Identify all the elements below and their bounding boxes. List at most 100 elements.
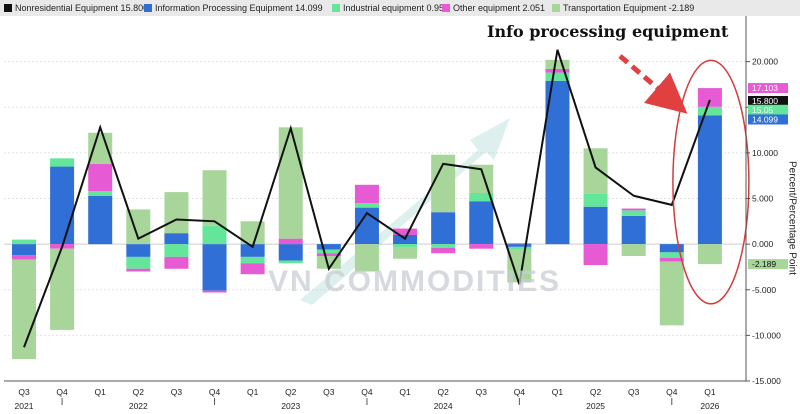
bar-segment — [278, 238, 303, 245]
bar-segment — [545, 80, 570, 245]
annotation-overlay — [618, 54, 750, 305]
legend-label: Other equipment 2.051 — [453, 3, 546, 13]
bar-segment — [469, 193, 494, 202]
bar-segment — [393, 228, 418, 235]
bar-segment — [621, 215, 646, 245]
bar-segment — [12, 244, 36, 256]
bar-segment — [583, 193, 608, 207]
x-tick-label: Q4 — [56, 387, 68, 397]
x-tick-label: Q1 — [704, 387, 716, 397]
bar-segment — [469, 244, 494, 249]
value-callout-label: 15.05 — [752, 105, 774, 115]
bar-segment — [621, 244, 646, 256]
legend-label: Transportation Equipment -2.189 — [563, 3, 695, 13]
y-tick-label: -5.000 — [752, 285, 776, 295]
x-tick-label: Q3 — [628, 387, 640, 397]
annotation-title: Info processing equipment — [487, 22, 729, 41]
legend-label: Nonresidential Equipment 15.800 — [15, 3, 149, 13]
y-tick-label: 10.000 — [752, 148, 778, 158]
x-tick-label: Q4 — [514, 387, 526, 397]
value-callout-label: 17.103 — [752, 83, 778, 93]
x-tick-label: Q1 — [247, 387, 259, 397]
bar-segment — [659, 257, 684, 262]
value-callout-box — [748, 83, 788, 94]
year-label: 2022 — [129, 401, 148, 411]
bars — [12, 59, 722, 360]
legend-label: Information Processing Equipment 14.099 — [155, 3, 323, 13]
bar-segment — [240, 244, 265, 257]
bar-segment — [583, 148, 608, 194]
bar-segment — [545, 72, 570, 81]
value-callout-label: 15.800 — [752, 96, 778, 106]
bar-segment — [697, 244, 722, 265]
bar-segment — [88, 195, 113, 245]
bar-segment — [659, 244, 684, 253]
bar-segment — [12, 255, 36, 260]
x-tick-label: Q3 — [323, 387, 335, 397]
bar-segment — [507, 244, 532, 247]
bar-segment — [240, 263, 265, 275]
bar-segment — [697, 88, 722, 107]
line-path — [23, 49, 711, 348]
y-tick-label: -15.000 — [752, 376, 781, 386]
bar-segment — [126, 244, 151, 257]
bar-segment — [164, 192, 189, 234]
x-tick-label: Q3 — [476, 387, 488, 397]
bar-segment — [507, 243, 532, 245]
bar-segment — [316, 244, 341, 250]
x-tick-label: Q1 — [552, 387, 564, 397]
bar-segment — [697, 106, 722, 116]
bar-segment — [88, 163, 113, 192]
bar-segment — [50, 166, 75, 245]
watermark-text: VN COMMODITIES — [268, 265, 562, 298]
bar-segment — [202, 225, 227, 245]
year-label: 2021 — [15, 401, 34, 411]
year-label: 2026 — [700, 401, 719, 411]
bar-segment — [164, 233, 189, 245]
value-callout-box — [748, 95, 788, 106]
annotation-arrow — [618, 54, 688, 114]
bar-segment — [659, 261, 684, 326]
bar-segment — [50, 158, 75, 167]
y-axis-label: Percent/Percentage Point — [786, 161, 798, 275]
y-tick-label: 20.000 — [752, 57, 778, 67]
bar-segment — [12, 239, 36, 245]
legend: Nonresidential Equipment 15.800 Informati… — [0, 0, 800, 16]
bar-segment — [507, 249, 532, 283]
bar-segment — [431, 212, 456, 245]
bar-segment — [545, 59, 570, 69]
bar-segment — [507, 246, 532, 250]
highlight-ellipse — [672, 59, 750, 305]
legend-item: Industrial equipment 0.953 — [332, 3, 449, 13]
x-axis: Q3 Q4 Q1 Q2 Q3 Q4 Q1 Q2 Q3 Q4 Q1 Q2 Q3 Q4 Q1 Q2 Q3 Q4 Q1 20… — [4, 380, 746, 411]
bar-segment — [393, 247, 418, 259]
bar-segment — [621, 208, 646, 211]
background-arrow — [300, 118, 510, 305]
bar-segment — [316, 249, 341, 254]
bar-segment — [278, 260, 303, 264]
x-tick-label: Q1 — [399, 387, 411, 397]
bar-segment — [583, 244, 608, 266]
x-tick-label: Q4 — [361, 387, 373, 397]
x-tick-label: Q4 — [209, 387, 221, 397]
year-label: 2024 — [434, 401, 453, 411]
y-tick-label: 5.000 — [752, 194, 774, 204]
legend-swatch — [552, 4, 560, 12]
bar-segment — [583, 206, 608, 245]
bar-segment — [545, 68, 570, 73]
value-callout-label: 14.099 — [752, 114, 778, 124]
bar-segment — [316, 253, 341, 256]
bar-segment — [278, 127, 303, 239]
legend-swatch — [332, 4, 340, 12]
legend-swatch — [4, 4, 12, 12]
bar-segment — [431, 247, 456, 254]
value-callout-box — [748, 114, 788, 125]
x-tick-label: Q4 — [666, 387, 678, 397]
decorative-arrow-icon — [300, 118, 510, 305]
bar-segment — [88, 191, 113, 196]
bar-segment — [697, 115, 722, 245]
value-callout-box — [748, 259, 788, 270]
bar-segment — [431, 244, 456, 248]
